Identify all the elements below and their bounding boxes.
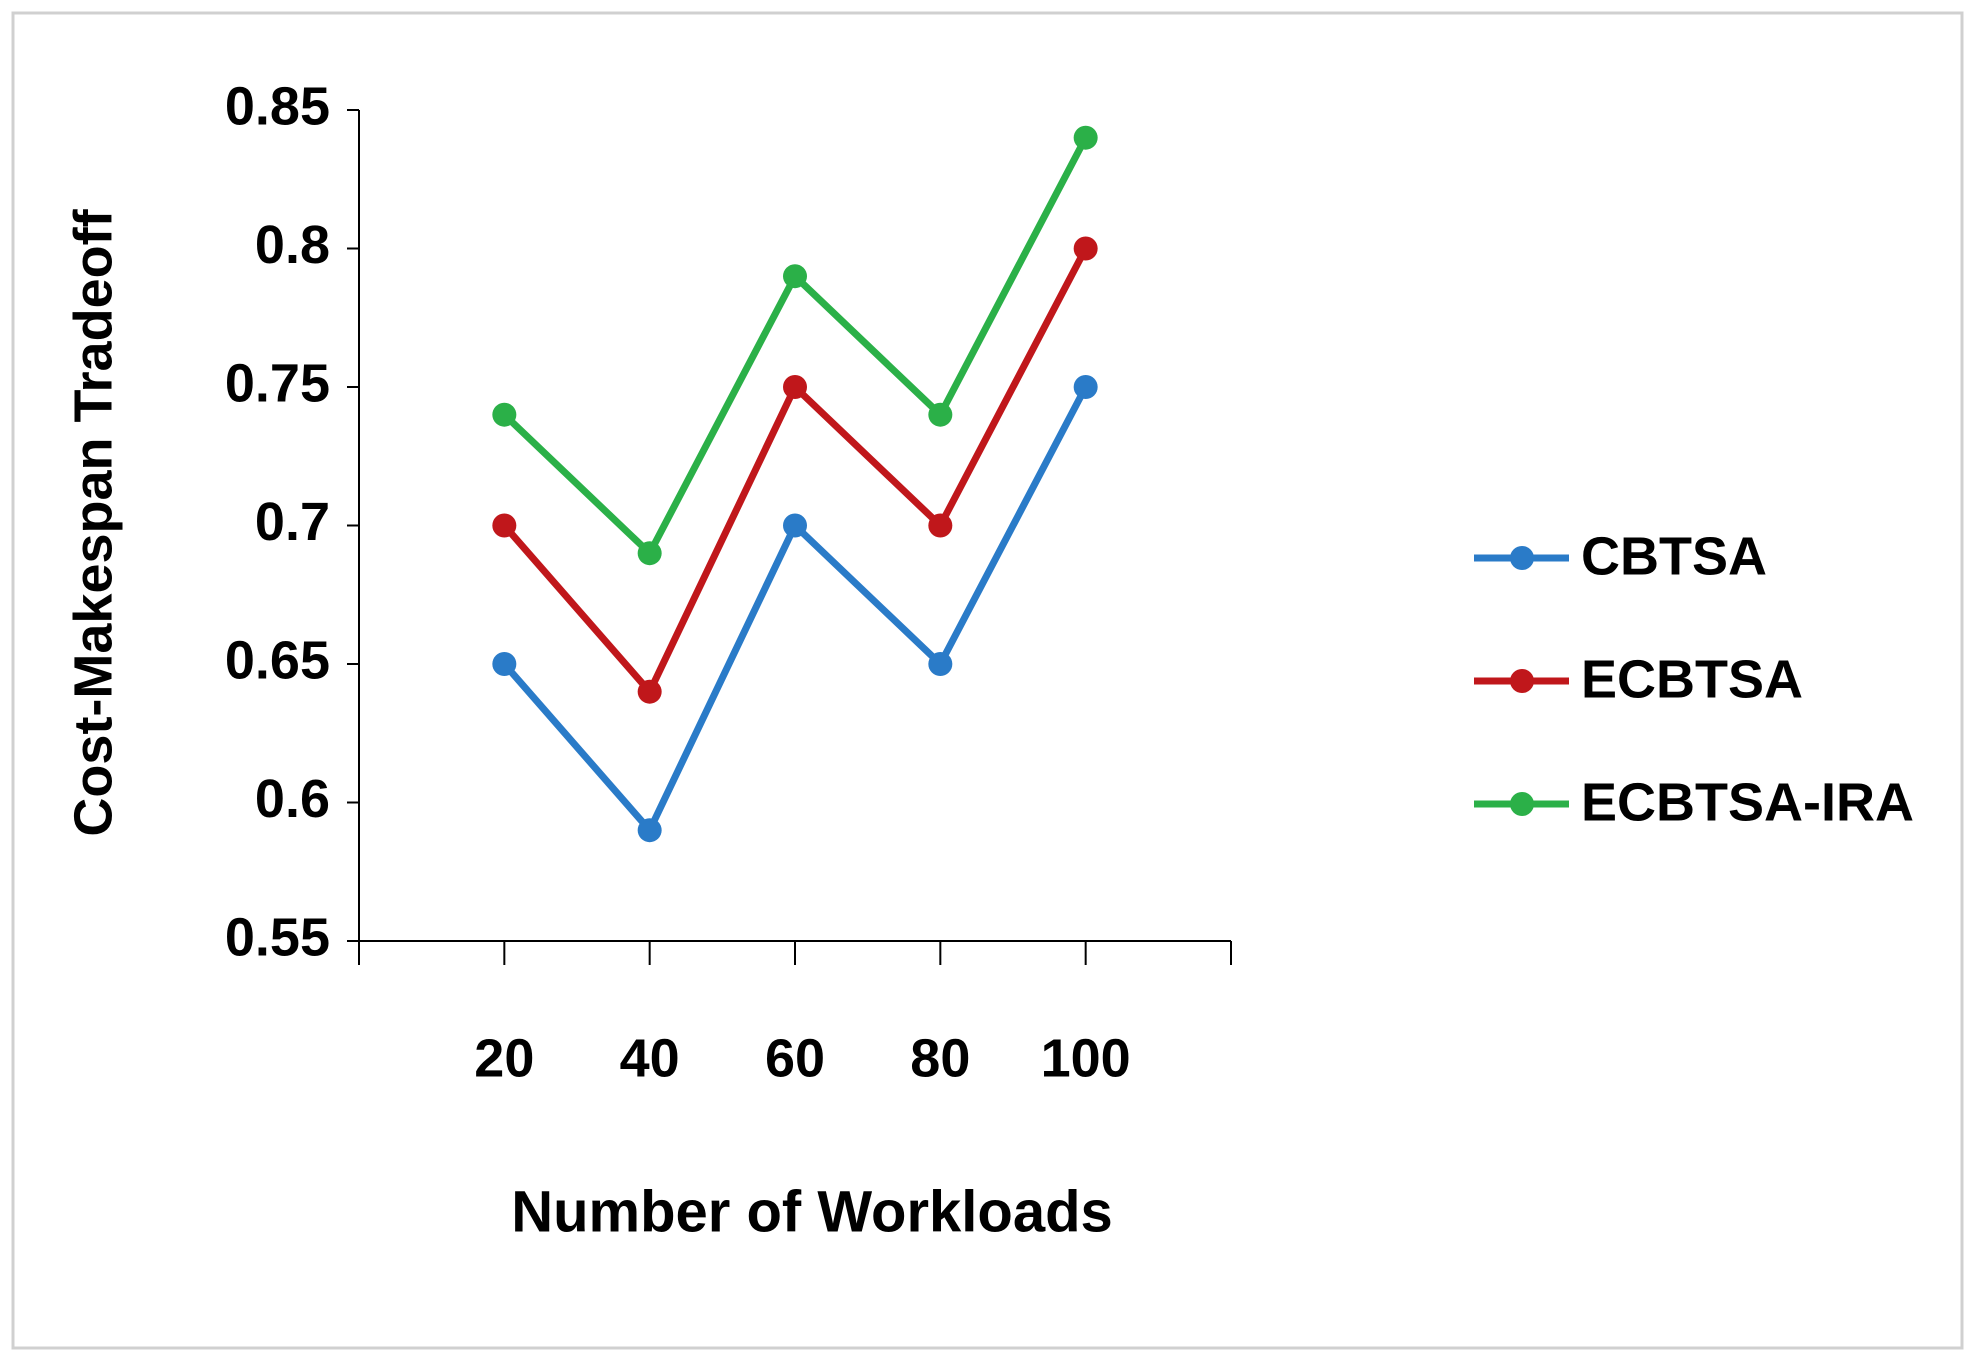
- data-point: [637, 818, 662, 843]
- data-point: [783, 375, 807, 399]
- data-point: [1073, 125, 1098, 150]
- data-point: [928, 652, 953, 676]
- x-tick-label: 20: [474, 1028, 534, 1088]
- data-point: [492, 513, 517, 538]
- legend-marker: [1510, 792, 1534, 816]
- y-tick-label: 0.75: [225, 353, 330, 413]
- y-tick-label: 0.7: [255, 492, 330, 552]
- x-tick-label: 40: [620, 1028, 680, 1088]
- legend-marker: [1510, 669, 1534, 693]
- legend-label: ECBTSA: [1581, 649, 1803, 709]
- data-point: [1073, 236, 1098, 261]
- y-tick-label: 0.6: [255, 769, 330, 829]
- y-tick-label: 0.55: [225, 907, 330, 967]
- y-tick-label: 0.65: [225, 630, 330, 690]
- data-point: [492, 652, 517, 676]
- y-tick-label: 0.85: [225, 76, 330, 136]
- y-axis-title: Cost-Makespan Tradeoff: [63, 208, 123, 836]
- data-point: [637, 541, 662, 566]
- legend-marker: [1510, 546, 1534, 570]
- legend-label: CBTSA: [1581, 526, 1767, 586]
- data-point: [492, 402, 517, 427]
- data-point: [928, 513, 953, 538]
- data-point: [1073, 375, 1098, 399]
- y-tick-label: 0.8: [255, 215, 330, 275]
- data-point: [783, 513, 807, 538]
- legend-label: ECBTSA-IRA: [1581, 772, 1914, 832]
- x-tick-label: 60: [765, 1028, 825, 1088]
- x-tick-label: 80: [910, 1028, 970, 1088]
- data-point: [637, 679, 662, 704]
- chart-border: [11, 11, 1964, 1350]
- data-point: [783, 264, 807, 289]
- x-axis-title: Number of Workloads: [511, 1179, 1113, 1244]
- x-tick-label: 100: [1041, 1028, 1131, 1088]
- data-point: [928, 402, 953, 427]
